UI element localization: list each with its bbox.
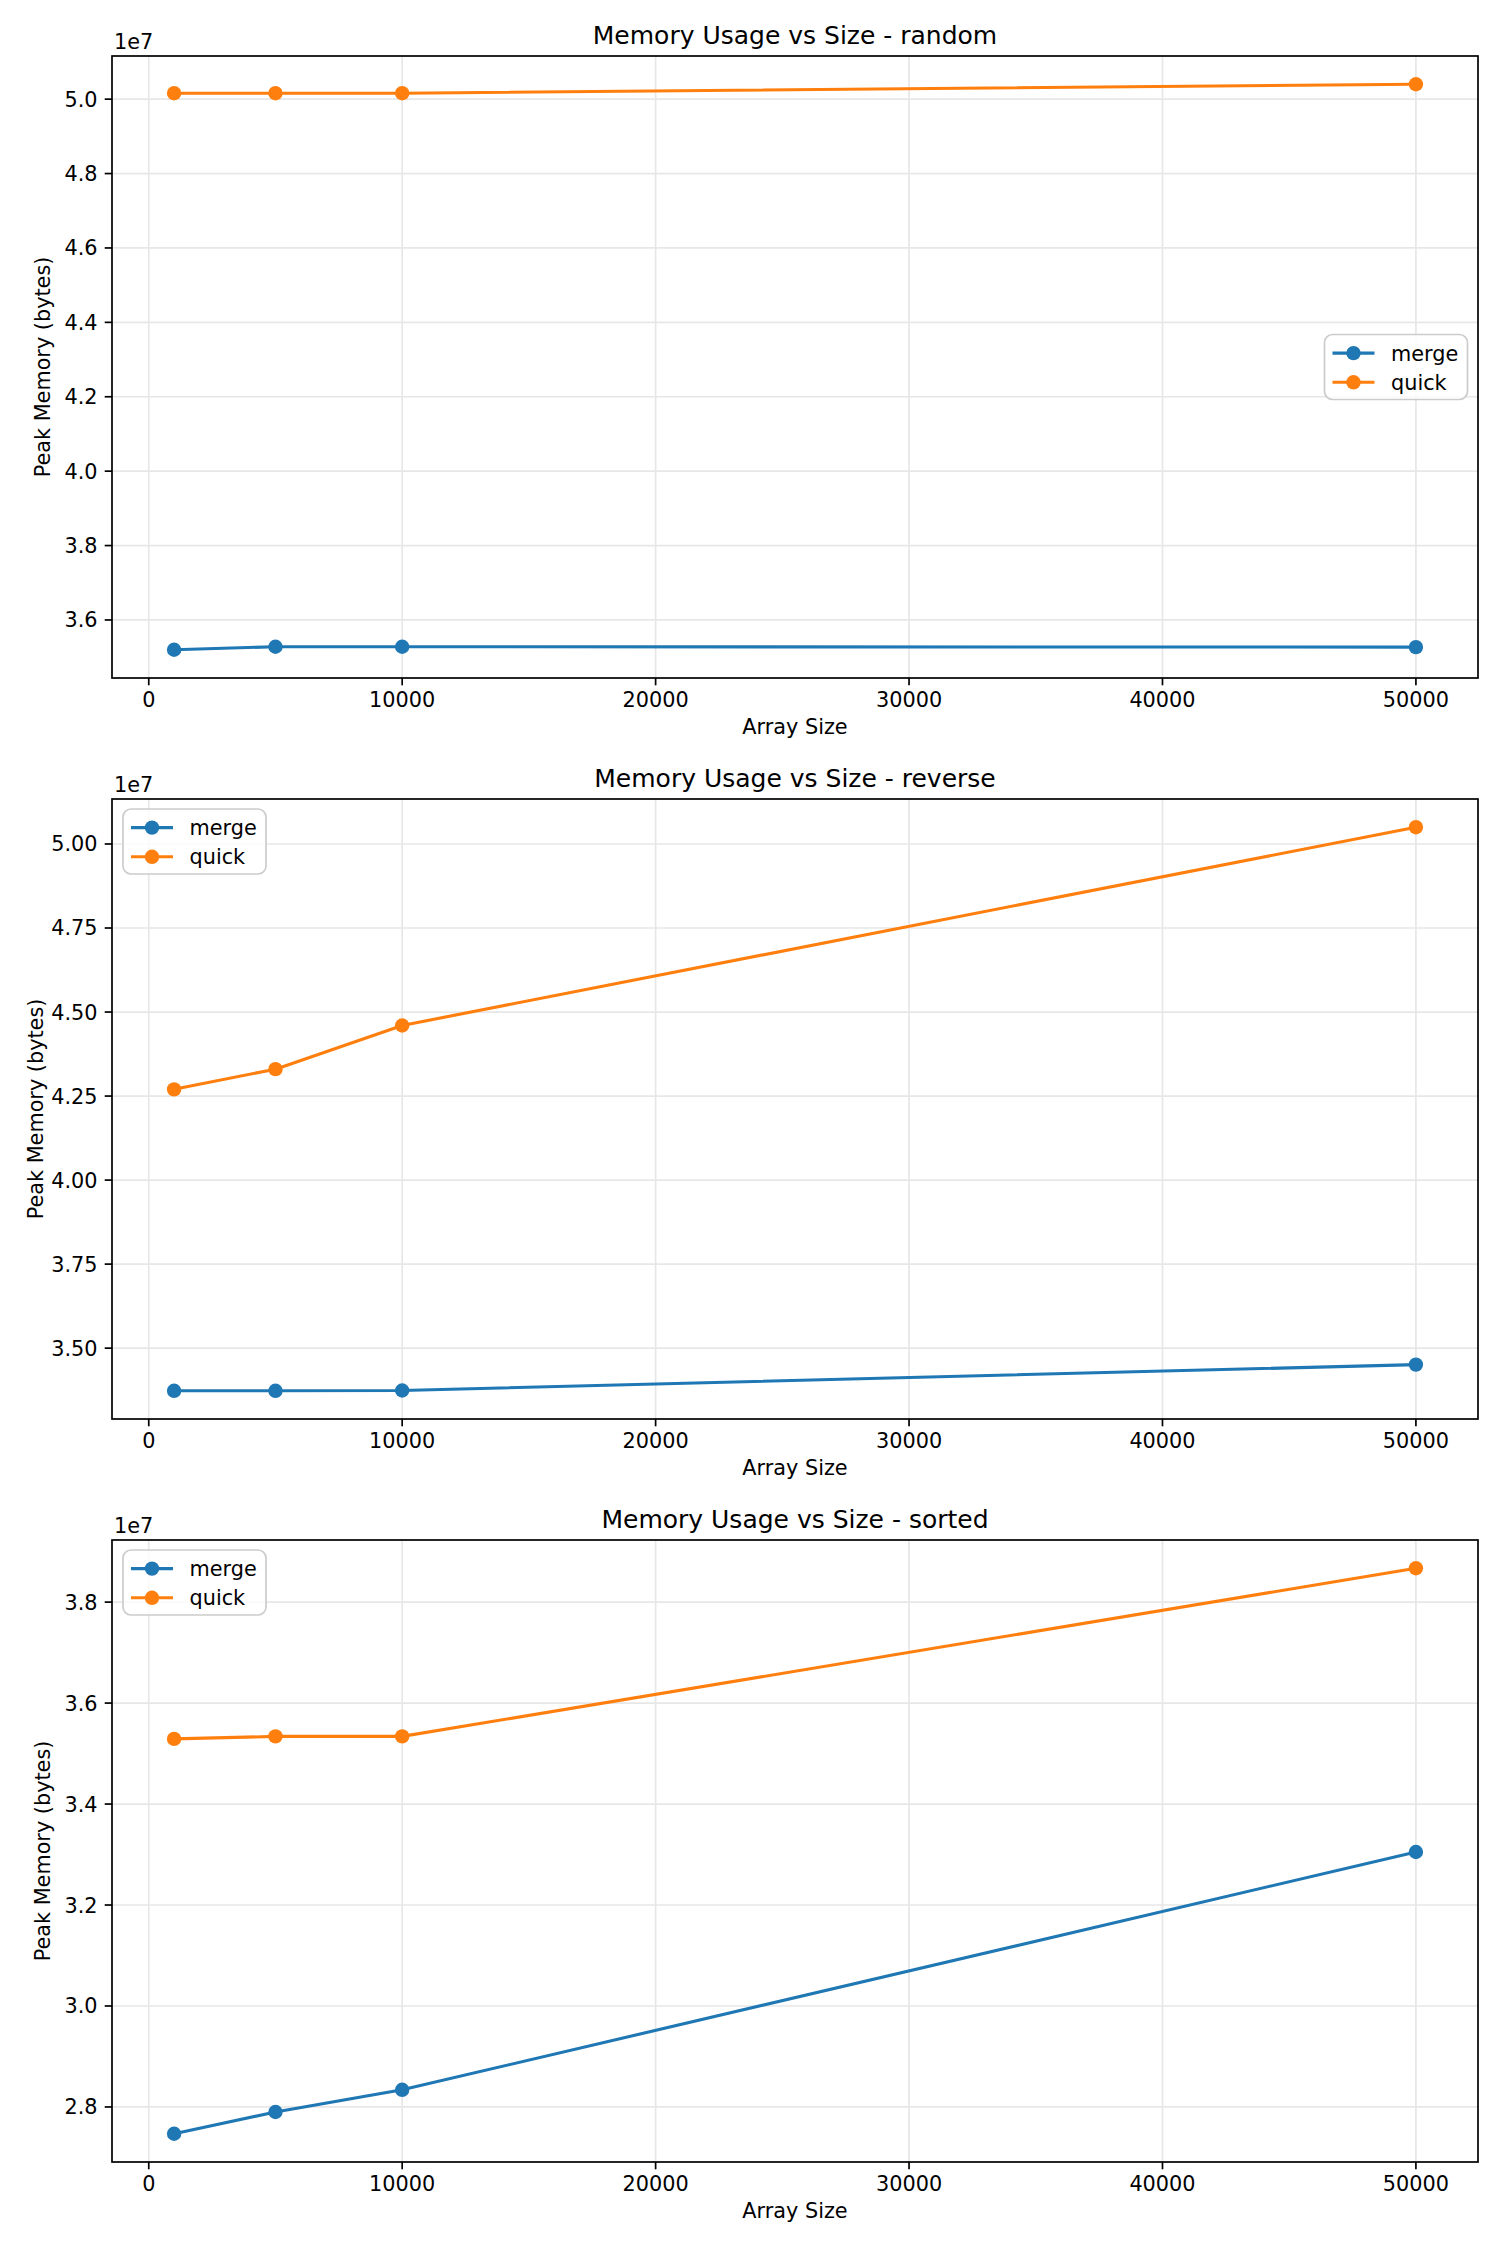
- legend: merge quick: [1325, 335, 1468, 400]
- x-tick-label: 0: [142, 688, 155, 712]
- plot-title: Memory Usage vs Size - random: [593, 21, 997, 50]
- y-tick-label: 3.2: [64, 1894, 97, 1918]
- y-tick-label: 3.8: [64, 1591, 97, 1615]
- legend-label-merge: merge: [190, 816, 257, 840]
- y-tick-label: 3.50: [51, 1337, 97, 1361]
- legend-label-quick: quick: [190, 845, 246, 869]
- data-point-quick: [1409, 820, 1423, 834]
- figure: 0 10000 20000 30000 40000 50000 3.6 3.8 4.0 4.2 4.…: [0, 0, 1500, 2250]
- x-tick-label: 40000: [1129, 688, 1195, 712]
- y-tick-label: 5.0: [64, 88, 97, 112]
- y-tick-label: 4.0: [64, 460, 97, 484]
- data-point-merge: [167, 2127, 181, 2141]
- data-point-merge: [1409, 640, 1423, 654]
- data-point-merge: [1409, 1845, 1423, 1859]
- data-point-merge: [395, 2083, 409, 2097]
- y-tick-label: 4.4: [64, 311, 97, 335]
- x-tick-label: 10000: [369, 1429, 435, 1453]
- legend-marker-merge: [145, 820, 159, 834]
- data-point-quick: [167, 86, 181, 100]
- x-tick-label: 30000: [876, 1429, 942, 1453]
- subplot-random: 0 10000 20000 30000 40000 50000 3.6 3.8 4.0 4.2 4.…: [31, 21, 1478, 739]
- y-axis-offset-label: 1e7: [114, 1514, 153, 1538]
- plot-title: Memory Usage vs Size - reverse: [594, 764, 995, 793]
- legend: merge quick: [123, 809, 266, 874]
- x-tick-label: 10000: [369, 688, 435, 712]
- y-axis-label: Peak Memory (bytes): [24, 999, 48, 1220]
- x-tick-label: 40000: [1129, 2172, 1195, 2196]
- x-tick-label: 50000: [1383, 688, 1449, 712]
- legend-label-quick: quick: [1391, 371, 1447, 395]
- x-tick-label: 50000: [1383, 1429, 1449, 1453]
- y-axis-offset-label: 1e7: [114, 30, 153, 54]
- y-tick-label: 4.75: [51, 916, 97, 940]
- data-point-quick: [1409, 1561, 1423, 1575]
- data-point-merge: [167, 1384, 181, 1398]
- y-tick-label: 5.00: [51, 832, 97, 856]
- plot-area: [112, 799, 1478, 1419]
- data-point-merge: [268, 2105, 282, 2119]
- data-point-quick: [268, 86, 282, 100]
- subplot-sorted: 0 10000 20000 30000 40000 50000 2.8 3.0 3.2 3.4 3.…: [31, 1505, 1478, 2223]
- x-tick-label: 30000: [876, 688, 942, 712]
- x-tick-label: 10000: [369, 2172, 435, 2196]
- x-tick-label: 0: [142, 1429, 155, 1453]
- subplot-reverse: 0 10000 20000 30000 40000 50000 3.50 3.75 4.00 4.…: [24, 764, 1478, 1480]
- plot-area: [112, 56, 1478, 678]
- legend-label-merge: merge: [1391, 342, 1458, 366]
- data-point-merge: [395, 640, 409, 654]
- data-point-quick: [268, 1729, 282, 1743]
- y-axis-label: Peak Memory (bytes): [31, 257, 55, 478]
- x-tick-label: 30000: [876, 2172, 942, 2196]
- y-tick-label: 4.00: [51, 1169, 97, 1193]
- legend-marker-merge: [145, 1561, 159, 1575]
- y-tick-label: 3.75: [51, 1253, 97, 1277]
- x-axis-label: Array Size: [742, 2199, 847, 2223]
- data-point-quick: [268, 1062, 282, 1076]
- data-point-merge: [268, 640, 282, 654]
- legend-marker-merge: [1346, 346, 1360, 360]
- x-axis-label: Array Size: [742, 1456, 847, 1480]
- data-point-merge: [1409, 1357, 1423, 1371]
- y-axis-label: Peak Memory (bytes): [31, 1741, 55, 1962]
- y-tick-label: 3.8: [64, 534, 97, 558]
- legend-marker-quick: [145, 850, 159, 864]
- y-tick-label: 3.4: [64, 1793, 97, 1817]
- y-tick-label: 4.8: [64, 162, 97, 186]
- y-tick-label: 3.0: [64, 1994, 97, 2018]
- x-tick-label: 0: [142, 2172, 155, 2196]
- x-axis-label: Array Size: [742, 715, 847, 739]
- x-tick-label: 40000: [1129, 1429, 1195, 1453]
- legend-marker-quick: [145, 1591, 159, 1605]
- data-point-quick: [167, 1732, 181, 1746]
- x-tick-label: 20000: [623, 688, 689, 712]
- data-point-quick: [395, 1018, 409, 1032]
- memory-usage-figure: 0 10000 20000 30000 40000 50000 3.6 3.8 4.0 4.2 4.…: [0, 0, 1500, 2250]
- y-axis-offset-label: 1e7: [114, 773, 153, 797]
- plot-area: [112, 1540, 1478, 2162]
- legend-label-quick: quick: [190, 1586, 246, 1610]
- y-tick-label: 3.6: [64, 1692, 97, 1716]
- y-tick-label: 4.50: [51, 1001, 97, 1025]
- data-point-merge: [268, 1384, 282, 1398]
- x-tick-label: 50000: [1383, 2172, 1449, 2196]
- data-point-merge: [167, 643, 181, 657]
- y-tick-label: 3.6: [64, 608, 97, 632]
- legend: merge quick: [123, 1550, 266, 1615]
- legend-label-merge: merge: [190, 1557, 257, 1581]
- y-tick-label: 2.8: [64, 2095, 97, 2119]
- y-tick-label: 4.25: [51, 1085, 97, 1109]
- legend-marker-quick: [1346, 375, 1360, 389]
- x-tick-label: 20000: [623, 2172, 689, 2196]
- data-point-quick: [395, 86, 409, 100]
- y-tick-label: 4.2: [64, 385, 97, 409]
- plot-title: Memory Usage vs Size - sorted: [601, 1505, 988, 1534]
- data-point-merge: [395, 1383, 409, 1397]
- data-point-quick: [395, 1729, 409, 1743]
- data-point-quick: [1409, 77, 1423, 91]
- y-tick-label: 4.6: [64, 236, 97, 260]
- data-point-quick: [167, 1082, 181, 1096]
- x-tick-label: 20000: [623, 1429, 689, 1453]
